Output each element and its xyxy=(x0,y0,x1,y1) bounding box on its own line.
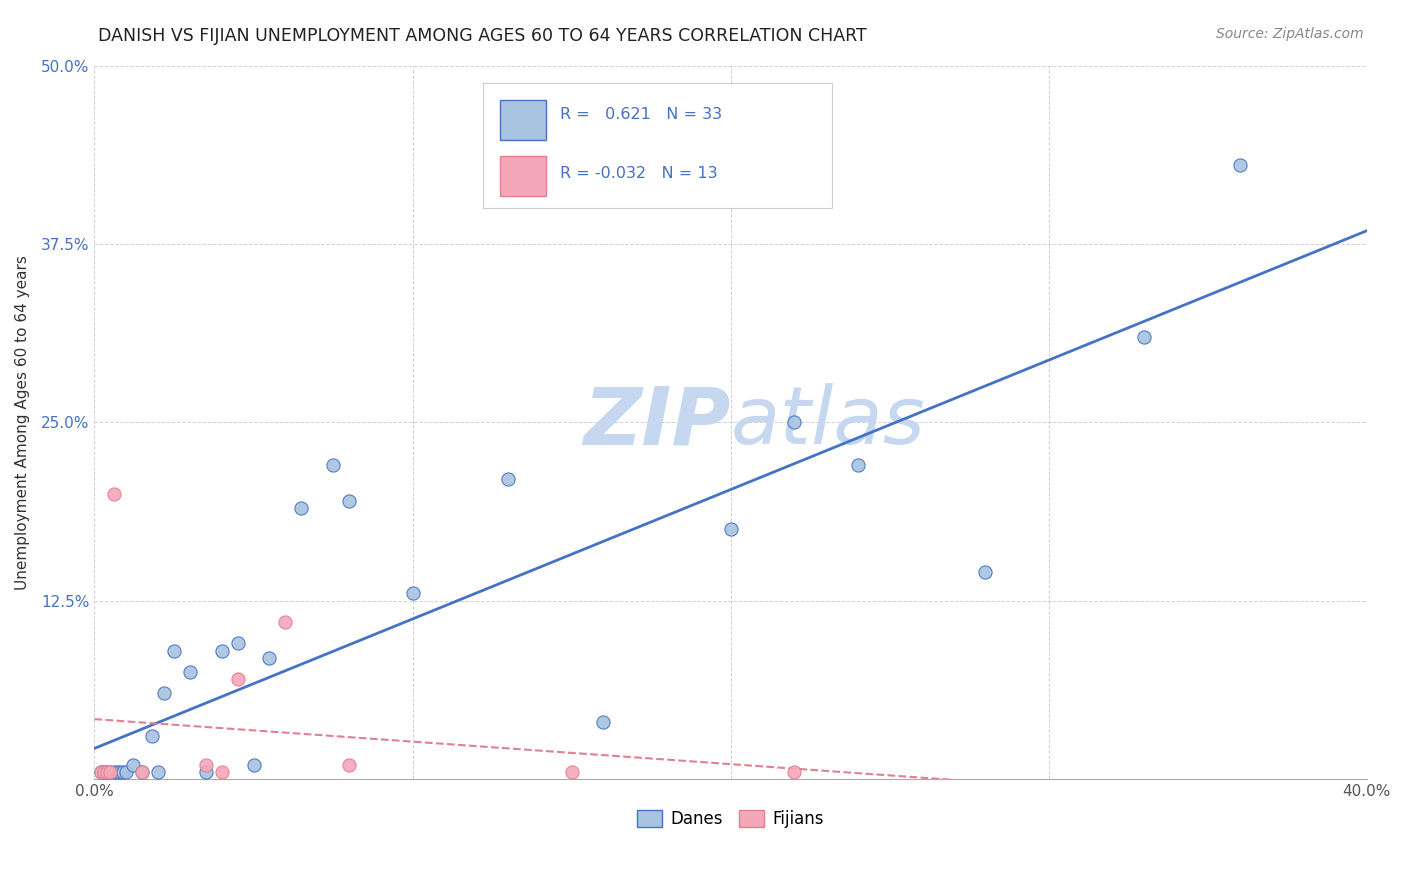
Point xyxy=(194,757,217,772)
Point xyxy=(337,757,360,772)
Point xyxy=(93,764,115,779)
Point xyxy=(115,764,138,779)
Point xyxy=(100,764,122,779)
Text: Source: ZipAtlas.com: Source: ZipAtlas.com xyxy=(1216,27,1364,41)
Point xyxy=(153,686,176,700)
Point xyxy=(96,764,118,779)
Point xyxy=(103,764,125,779)
Y-axis label: Unemployment Among Ages 60 to 64 years: Unemployment Among Ages 60 to 64 years xyxy=(15,255,30,590)
Point xyxy=(141,729,163,743)
Point xyxy=(211,643,233,657)
Point xyxy=(131,764,153,779)
Point xyxy=(226,672,249,686)
Point xyxy=(290,500,312,515)
Point xyxy=(226,636,249,650)
Point xyxy=(561,764,583,779)
Point xyxy=(1229,158,1251,172)
Point xyxy=(322,458,344,472)
Point xyxy=(131,764,153,779)
Point xyxy=(105,764,128,779)
Point xyxy=(93,764,115,779)
Point xyxy=(274,615,297,629)
Point xyxy=(121,757,143,772)
Point xyxy=(96,764,118,779)
Point xyxy=(179,665,201,679)
Point xyxy=(974,565,997,579)
Point xyxy=(108,764,131,779)
Legend: Danes, Fijians: Danes, Fijians xyxy=(630,804,831,835)
Point xyxy=(592,714,614,729)
Point xyxy=(103,486,125,500)
Point xyxy=(112,764,135,779)
Text: ZIP: ZIP xyxy=(583,384,731,461)
Point xyxy=(90,764,112,779)
Point xyxy=(90,764,112,779)
Point xyxy=(783,415,806,429)
Point xyxy=(720,522,742,536)
Point xyxy=(846,458,869,472)
Point xyxy=(211,764,233,779)
Point xyxy=(783,764,806,779)
Point xyxy=(401,586,423,600)
Point xyxy=(100,764,122,779)
Point xyxy=(242,757,264,772)
Text: DANISH VS FIJIAN UNEMPLOYMENT AMONG AGES 60 TO 64 YEARS CORRELATION CHART: DANISH VS FIJIAN UNEMPLOYMENT AMONG AGES… xyxy=(98,27,868,45)
Point xyxy=(163,643,186,657)
Point xyxy=(337,493,360,508)
Point xyxy=(146,764,169,779)
Point xyxy=(259,650,281,665)
Text: atlas: atlas xyxy=(731,384,925,461)
Point xyxy=(194,764,217,779)
Point xyxy=(1133,329,1156,343)
Point xyxy=(496,472,519,486)
